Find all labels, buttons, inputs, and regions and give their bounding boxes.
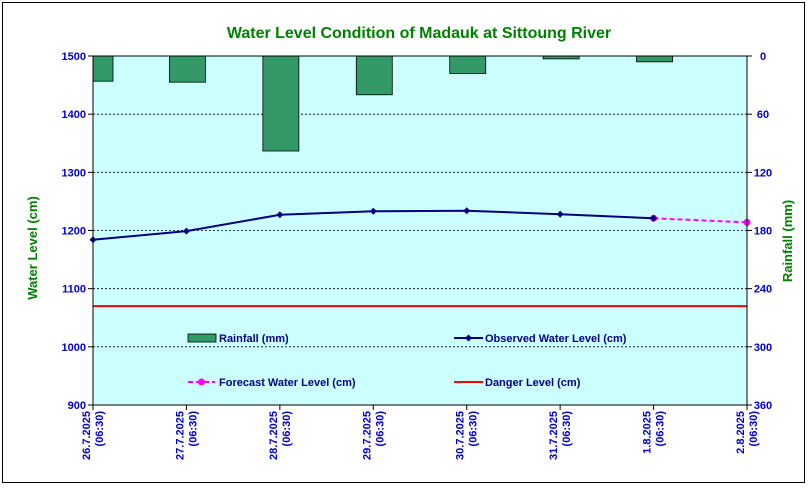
rainfall-bar	[449, 55, 487, 74]
y-left-tick-label: 1500	[62, 51, 86, 63]
legend-rainfall-label: Rainfall (mm)	[219, 333, 289, 345]
legend-forecast-label: Forecast Water Level (cm)	[219, 377, 356, 389]
y-left-tick-label: 1200	[62, 226, 86, 238]
rainfall-bar	[92, 55, 114, 82]
y-axis-left-label: Water Level (cm)	[25, 196, 40, 300]
y-axis-right-label: Rainfall (mm)	[780, 200, 795, 282]
legend-forecast-marker	[198, 378, 205, 386]
y-left-tick-label: 1100	[62, 284, 86, 296]
y-right-tick-label: 240	[754, 284, 772, 296]
x-tick-label-date: 31.7.2025	[548, 411, 560, 460]
observed-point	[463, 207, 471, 215]
y-right-tick-label: 0	[760, 51, 766, 63]
chart-title: Water Level Condition of Madauk at Sitto…	[227, 25, 611, 42]
chart-frame: Water Level Condition of Madauk at Sitto…	[2, 2, 805, 483]
y-left-tick-label: 900	[68, 400, 86, 412]
y-left-tick-label: 1000	[62, 342, 86, 354]
x-tick-label-date: 26.7.2025	[81, 411, 93, 460]
y-right-tick-label: 120	[754, 167, 772, 179]
rainfall-bar	[169, 55, 206, 83]
x-tick-label-time: (06:30)	[281, 411, 293, 447]
x-tick-label-time: (06:30)	[748, 411, 760, 447]
x-tick-label-time: (06:30)	[468, 411, 480, 447]
legend-observed-marker	[465, 334, 472, 342]
y-right-tick-label: 360	[754, 400, 772, 412]
plot-area: 900 1000 1100 1200 1300 1400 1500 0 60 120 180 240 3…	[62, 51, 773, 460]
y-left-tick-label: 1300	[62, 167, 86, 179]
water-level-chart: Water Level Condition of Madauk at Sitto…	[25, 25, 795, 460]
y-right-tick-label: 180	[754, 226, 772, 238]
observed-point	[182, 227, 190, 235]
x-tick-label-time: (06:30)	[187, 411, 199, 447]
x-tick-label-date: 27.7.2025	[174, 411, 186, 460]
x-tick-label-date: 28.7.2025	[268, 411, 280, 460]
x-tick-label-time: (06:30)	[94, 411, 106, 447]
y-left-tick-label: 1400	[62, 109, 86, 121]
rainfall-bar	[262, 55, 300, 152]
x-tick-label-time: (06:30)	[374, 411, 386, 447]
y-right-tick-label: 300	[754, 342, 772, 354]
x-tick-label-time: (06:30)	[655, 411, 667, 447]
observed-point	[556, 210, 564, 218]
observed-point	[650, 214, 658, 222]
rainfall-bar	[636, 55, 673, 63]
legend-observed-label: Observed Water Level (cm)	[485, 333, 627, 345]
x-tick-label-date: 30.7.2025	[455, 411, 467, 460]
observed-point	[276, 211, 284, 219]
observed-point	[369, 207, 377, 215]
rainfall-bar	[355, 55, 393, 96]
x-tick-label-date: 1.8.2025	[642, 411, 654, 454]
y-right-tick-label: 60	[757, 109, 769, 121]
x-tick-label-date: 29.7.2025	[361, 411, 373, 460]
x-tick-label-time: (06:30)	[561, 411, 573, 447]
legend: Rainfall (mm) Observed Water Level (cm) …	[187, 333, 627, 389]
x-tick-label-date: 2.8.2025	[735, 411, 747, 454]
legend-danger-label: Danger Level (cm)	[485, 377, 581, 389]
legend-rainfall-swatch	[187, 333, 217, 343]
